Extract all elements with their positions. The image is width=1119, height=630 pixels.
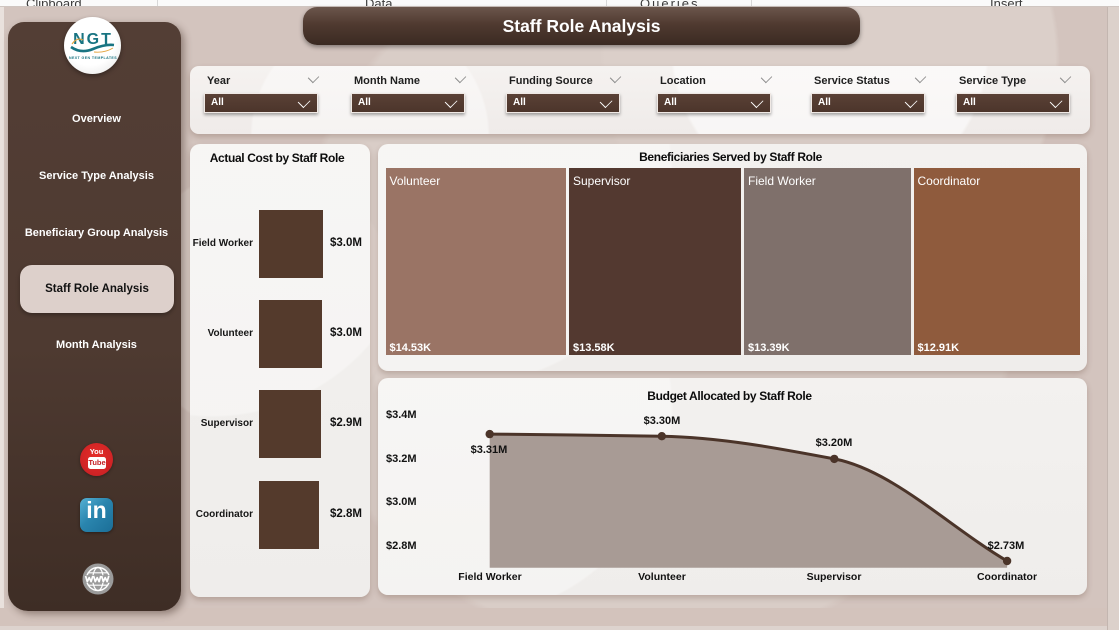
svg-text:NEXT GEN TEMPLATES: NEXT GEN TEMPLATES (69, 56, 117, 60)
svg-text:NGT: NGT (73, 31, 113, 48)
